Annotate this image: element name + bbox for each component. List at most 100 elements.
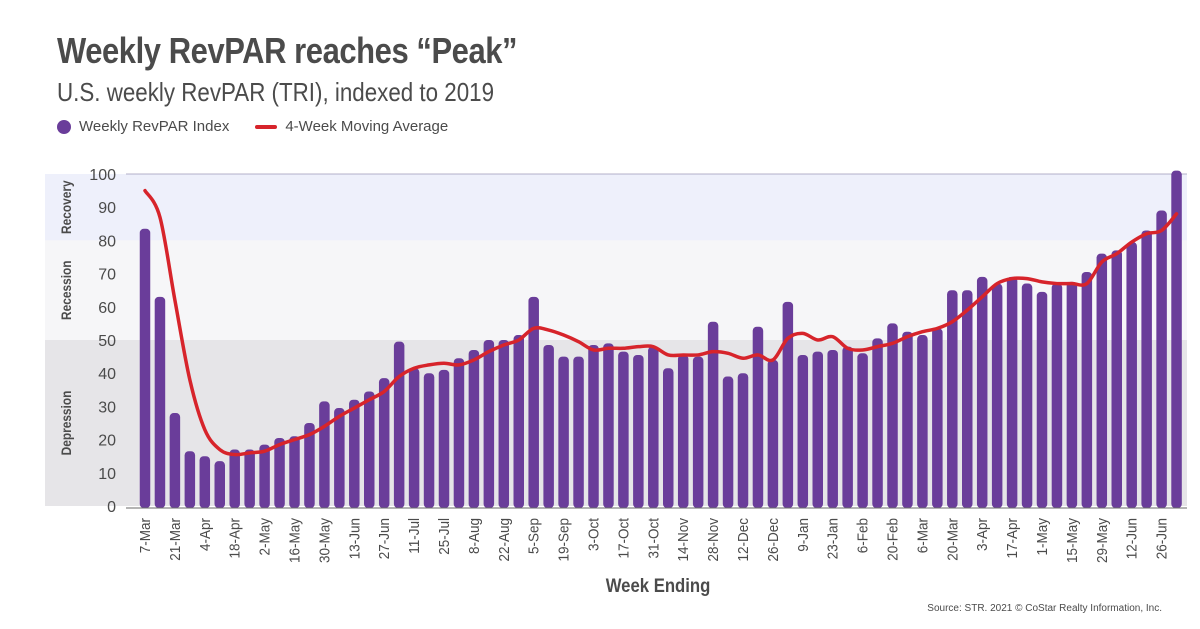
bar: [498, 340, 510, 508]
bar: [707, 321, 719, 508]
x-tick-label: 1-May: [1034, 517, 1051, 555]
bar: [393, 341, 405, 508]
bar: [1111, 250, 1122, 509]
x-tick-label: 25-Jul: [436, 518, 453, 555]
bar: [1021, 283, 1033, 508]
bar: [483, 340, 495, 508]
bar: [364, 391, 375, 508]
x-tick-label: 3-Oct: [586, 518, 603, 551]
bar: [588, 344, 599, 508]
x-tick-label: 29-May: [1094, 517, 1111, 563]
bar: [1006, 276, 1018, 508]
y-tick-label: 70: [98, 267, 116, 284]
x-tick-label: 7-Mar: [137, 518, 154, 553]
moving-average-line: [143, 188, 1179, 457]
bar: [289, 436, 300, 508]
x-tick-label: 26-Dec: [765, 518, 782, 561]
bar: [1096, 253, 1108, 508]
x-tick-label: 16-May: [287, 517, 304, 563]
bar: [737, 373, 749, 508]
bar: [378, 378, 390, 508]
chart-legend: Weekly RevPAR Index 4-Week Moving Averag…: [57, 118, 448, 135]
bar: [184, 451, 196, 508]
source-note: Source: STR. 2021 © CoStar Realty Inform…: [927, 603, 1162, 614]
legend-bar-label: Weekly RevPAR Index: [79, 118, 230, 135]
bar: [229, 449, 240, 508]
x-tick-label: 22-Aug: [496, 518, 513, 561]
bar: [1141, 230, 1152, 508]
legend-bar-swatch: [57, 119, 71, 134]
bar: [947, 290, 958, 508]
bar: [423, 373, 435, 508]
bar: [304, 423, 315, 508]
bar: [453, 358, 465, 508]
bar: [1126, 242, 1137, 508]
bar: [887, 323, 898, 508]
bar: [1066, 281, 1078, 508]
bar: [618, 351, 629, 508]
bar: [244, 449, 255, 508]
x-tick-label: 19-Sep: [556, 518, 573, 562]
y-tick-label: 100: [89, 167, 116, 184]
band-label-recession: Recession: [58, 260, 74, 320]
bar: [408, 368, 420, 508]
x-tick-label: 6-Mar: [915, 518, 932, 553]
bar: [349, 399, 360, 508]
x-tick-label: 27-Jun: [377, 518, 394, 559]
bar: [154, 296, 166, 508]
bar: [603, 343, 614, 508]
band-label-depression: Depression: [58, 391, 74, 456]
bar: [976, 276, 988, 508]
y-tick-label: 90: [98, 200, 116, 217]
x-tick-label: 26-Jun: [1154, 518, 1171, 559]
bar: [722, 376, 734, 508]
y-tick-label: 30: [98, 399, 116, 416]
x-tick-label: 9-Jan: [795, 518, 812, 552]
bar: [169, 413, 181, 508]
x-tick-label: 6-Feb: [855, 518, 872, 553]
x-tick-label: 5-Sep: [526, 518, 543, 554]
y-tick-label: 50: [98, 333, 116, 350]
bar: [139, 228, 151, 508]
x-tick-label: 2-May: [257, 517, 274, 555]
bar: [932, 328, 943, 508]
x-tick-label: 14-Nov: [676, 517, 693, 561]
bar: [962, 290, 973, 508]
bar: [513, 335, 524, 508]
chart-title: Weekly RevPAR reaches “Peak”: [57, 30, 518, 71]
y-tick-label: 20: [98, 433, 116, 450]
bar: [827, 349, 838, 508]
x-tick-label: 30-May: [317, 517, 334, 563]
band-label-recovery: Recovery: [58, 180, 74, 234]
bar: [468, 349, 480, 508]
bar: [872, 338, 883, 508]
bar: [1081, 271, 1093, 508]
legend-line-swatch: [255, 124, 278, 129]
bar: [1051, 283, 1063, 508]
chart-subtitle: U.S. weekly RevPAR (TRI), indexed to 201…: [57, 77, 495, 107]
x-tick-label: 31-Oct: [646, 518, 663, 558]
bar: [274, 437, 285, 508]
bar: [991, 283, 1003, 508]
bar: [797, 354, 809, 508]
x-tick-label: 4-Apr: [197, 518, 214, 551]
bar: [767, 359, 779, 508]
bar: [334, 408, 345, 508]
x-tick-label: 18-Apr: [227, 518, 244, 559]
x-tick-label: 12-Jun: [1124, 518, 1141, 559]
bar: [842, 346, 853, 508]
bar: [692, 356, 704, 508]
bar: [1036, 291, 1048, 508]
bar: [663, 368, 674, 508]
x-tick-label: 23-Jan: [825, 518, 842, 559]
bar: [857, 353, 868, 508]
x-tick-label: 15-May: [1064, 517, 1081, 563]
bar: [199, 456, 211, 508]
x-tick-label: 17-Oct: [616, 518, 633, 558]
bar: [1171, 170, 1182, 508]
x-tick-label: 20-Feb: [885, 518, 902, 561]
bar: [558, 356, 569, 508]
x-tick-label: 13-Jun: [347, 518, 364, 559]
y-tick-label: 0: [107, 499, 116, 516]
